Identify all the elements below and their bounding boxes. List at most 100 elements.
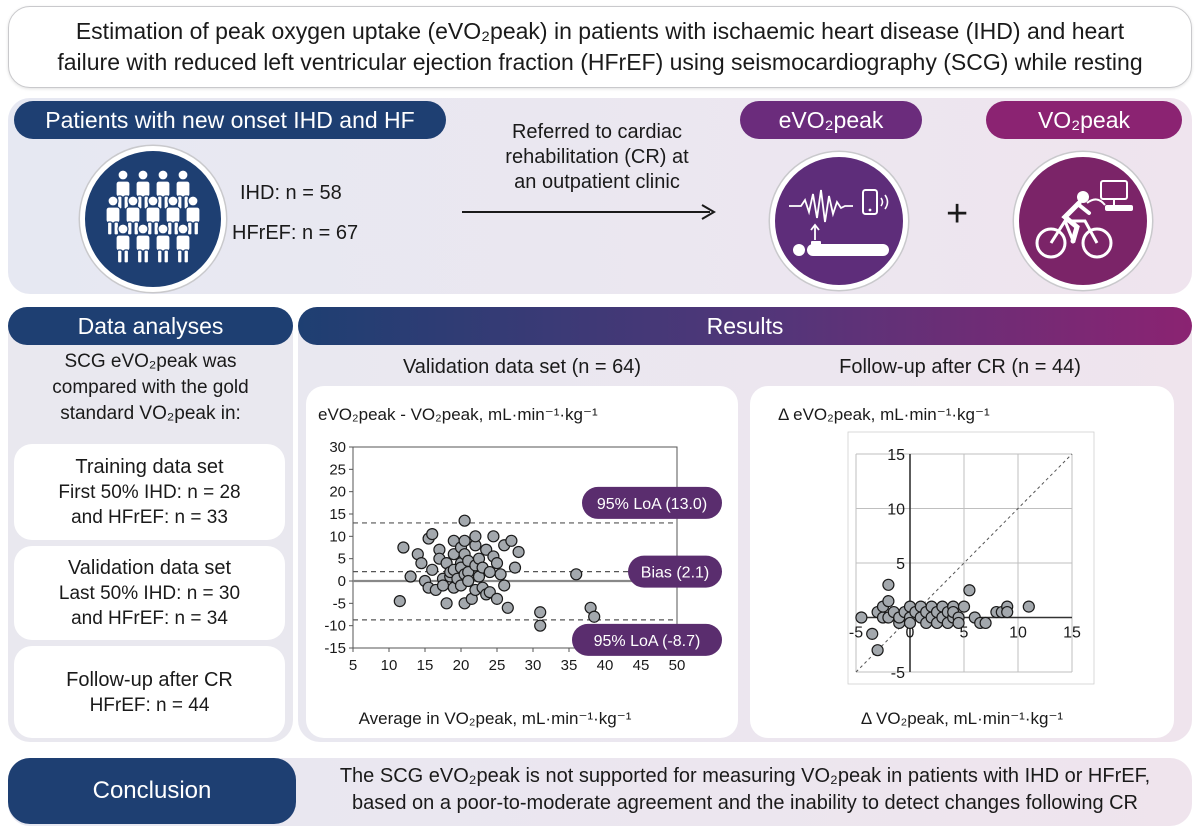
x-tick-label: 10 [381, 657, 398, 674]
data-point [512, 545, 525, 559]
y-tick-label: 0 [338, 573, 346, 590]
x-axis-title: Average in VO₂peak, mL·min⁻¹·kg⁻¹ [359, 709, 632, 728]
lower-loa-badge-label: 95% LoA (-8.7) [594, 633, 701, 650]
x-tick-label: 30 [525, 657, 542, 674]
upper-loa-badge-label: 95% LoA (13.0) [597, 496, 707, 513]
x-tick-label: 45 [633, 657, 650, 674]
title-box: Estimation of peak oxygen uptake (eVO₂pe… [8, 6, 1192, 88]
data-point [963, 584, 976, 597]
followup-box: Follow-up after CR HFrEF: n = 44 [14, 646, 285, 738]
data-point [957, 600, 971, 613]
vo-peak-header: VO₂peak [986, 101, 1182, 139]
data-point [979, 616, 992, 630]
y-tick-label: 20 [329, 484, 346, 501]
analyses-intro-line-2: compared with the gold [52, 377, 249, 398]
plot-background [847, 431, 1095, 685]
data-point [534, 606, 547, 619]
analyses-intro-line-1: SCG eVO₂peak was [64, 351, 237, 372]
training-set-box: Training data set First 50% IHD: n = 28 … [14, 444, 285, 540]
data-point [871, 644, 884, 657]
evo-peak-header: eVO₂peak [740, 101, 922, 139]
patients-header: Patients with new onset IHD and HF [14, 101, 446, 139]
x-tick-label: 15 [417, 657, 434, 674]
x-axis-title: Δ VO₂peak, mL·min⁻¹·kg⁻¹ [861, 709, 1064, 728]
data-point [866, 627, 879, 640]
data-point [952, 616, 965, 630]
data-point [458, 534, 471, 547]
data-point [570, 568, 583, 581]
title-line-1: Estimation of peak oxygen uptake (eVO₂pe… [75, 18, 1125, 44]
x-tick-label: 25 [489, 657, 506, 674]
bland-altman-chart: eVO₂peak - VO₂peak, mL·min⁻¹·kg⁻¹ Average… [318, 405, 722, 728]
followup-chart-heading: Follow-up after CR (n = 44) [839, 356, 1081, 378]
training-set-line-2: and HFrEF: n = 33 [71, 507, 228, 528]
people-group-icon [105, 169, 201, 264]
data-point [882, 595, 895, 608]
y-tick-label: 5 [896, 556, 905, 573]
data-point [487, 530, 500, 543]
data-point [404, 570, 417, 583]
data-point [508, 561, 522, 574]
validation-set-title: Validation data set [67, 557, 232, 579]
analyses-intro-line-3: standard VO₂peak in: [60, 403, 241, 424]
y-tick-label: -15 [324, 640, 346, 657]
x-tick-label: -5 [849, 625, 863, 642]
y-tick-label: -5 [891, 665, 905, 682]
cycling-ergometer-icon [1035, 180, 1133, 259]
scg-measurement-icon [789, 189, 889, 256]
bias-badge [628, 555, 722, 588]
validation-chart-card: eVO₂peak - VO₂peak, mL·min⁻¹·kg⁻¹ Average… [306, 386, 738, 738]
validation-chart-heading: Validation data set (n = 64) [402, 356, 642, 378]
data-point [501, 601, 514, 614]
data-analyses-header: Data analyses [8, 307, 293, 345]
plus-sign: + [946, 193, 969, 235]
data-point [458, 514, 471, 527]
data-point [393, 595, 406, 608]
y-tick-label: -10 [324, 618, 346, 635]
data-point [505, 534, 518, 547]
validation-set-box: Validation data set Last 50% IHD: n = 30… [14, 546, 285, 640]
ihd-count: IHD: n = 58 [240, 182, 342, 204]
hfref-count: HFrEF: n = 67 [232, 222, 359, 244]
x-tick-label: 15 [1063, 625, 1081, 642]
x-tick-label: 10 [1009, 625, 1027, 642]
y-tick-label: 10 [887, 502, 905, 519]
data-point [903, 616, 917, 630]
data-point [588, 610, 601, 623]
x-tick-label: 5 [349, 657, 357, 674]
bike-test-circle [1014, 152, 1152, 290]
y-axis-title: Δ eVO₂peak, mL·min⁻¹·kg⁻¹ [778, 405, 990, 424]
y-tick-label: 5 [338, 551, 346, 568]
data-point [426, 563, 439, 576]
analyses-intro: SCG eVO₂peak was compared with the gold … [18, 349, 283, 427]
training-set-title: Training data set [75, 456, 224, 478]
followup-title: Follow-up after CR [66, 668, 233, 691]
data-point [498, 579, 511, 592]
lower-loa-badge [572, 623, 722, 656]
bias-badge-label: Bias (2.1) [641, 565, 709, 582]
validation-set-line-1: Last 50% IHD: n = 30 [58, 583, 241, 604]
data-point [855, 611, 868, 624]
scg-circle [770, 152, 908, 290]
x-tick-label: 40 [597, 657, 614, 674]
followup-line-1: HFrEF: n = 44 [89, 694, 210, 716]
referral-line-1: Referred to cardiac [511, 121, 683, 143]
patients-circle [80, 146, 226, 292]
data-point [882, 578, 895, 591]
y-tick-label: 30 [329, 439, 346, 456]
data-point [462, 574, 475, 588]
x-tick-label: 0 [906, 625, 915, 642]
x-tick-label: 50 [669, 657, 686, 674]
y-tick-label: 15 [887, 447, 905, 464]
training-set-line-1: First 50% IHD: n = 28 [58, 482, 241, 503]
conclusion-label: Conclusion [8, 758, 296, 824]
data-point [494, 568, 507, 581]
data-point [440, 597, 453, 610]
validation-set-line-2: and HFrEF: n = 34 [71, 608, 228, 629]
data-point [534, 619, 547, 632]
plot-frame [352, 446, 678, 649]
referral-line-2: rehabilitation (CR) at [505, 146, 689, 168]
x-tick-label: 5 [960, 625, 969, 642]
data-point [1001, 605, 1014, 619]
conclusion-text: The SCG eVO₂peak is not supported for me… [300, 763, 1190, 817]
